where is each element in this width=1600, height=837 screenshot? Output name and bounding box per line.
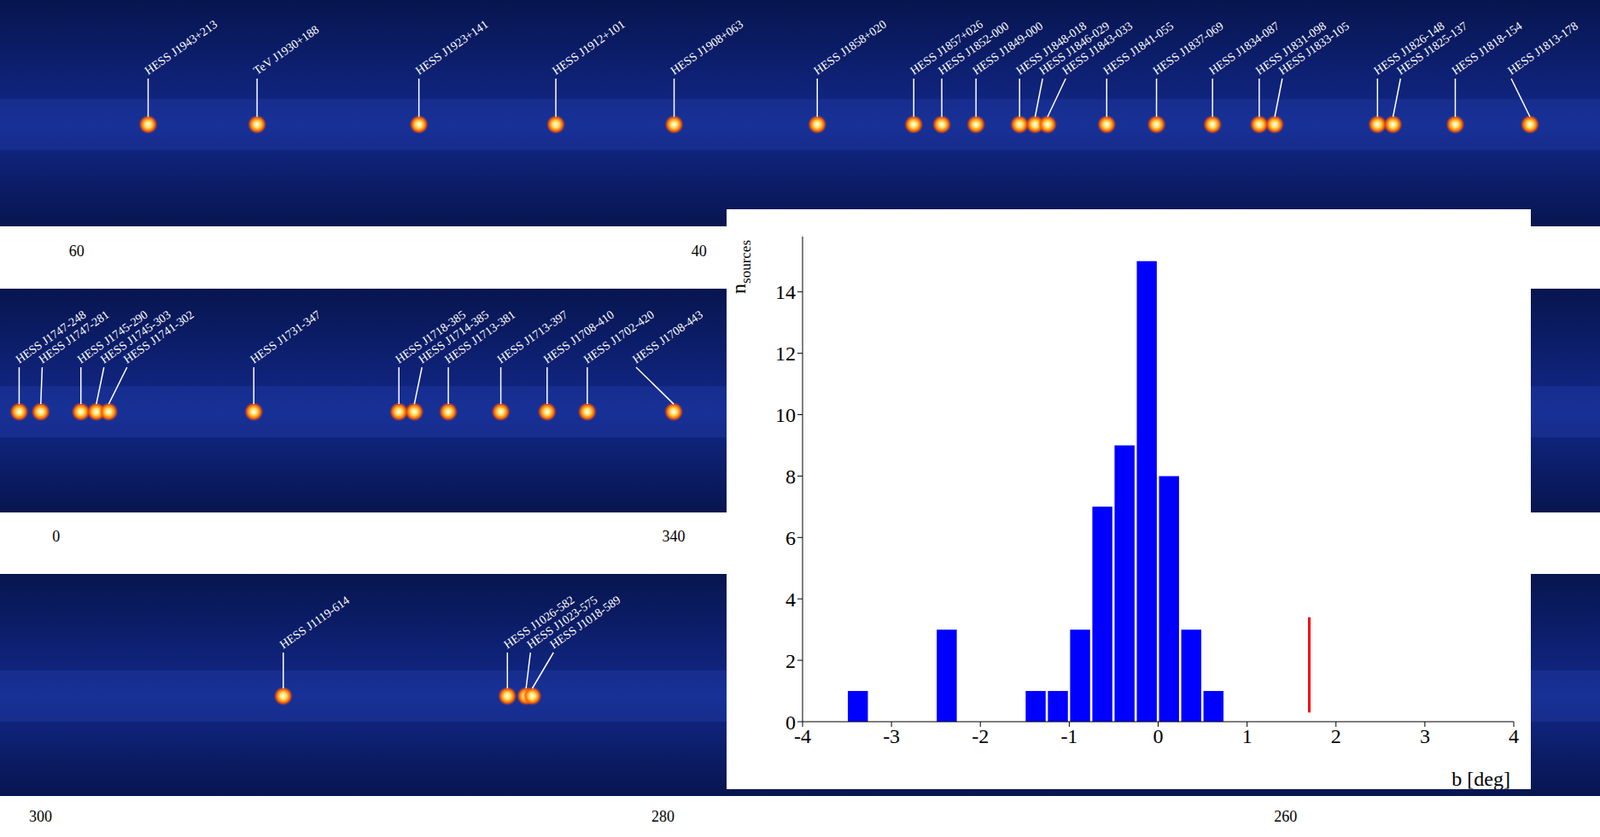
- svg-text:b [deg]: b [deg]: [1451, 767, 1511, 789]
- svg-text:4: 4: [1508, 724, 1519, 748]
- svg-text:HESS J1708-410: HESS J1708-410: [541, 308, 617, 367]
- svg-text:1: 1: [1242, 724, 1253, 748]
- svg-text:HESS J1857+026: HESS J1857+026: [907, 17, 986, 78]
- svg-text:340: 340: [662, 527, 686, 545]
- svg-text:HESS J1747-248: HESS J1747-248: [13, 307, 89, 366]
- svg-text:HESS J1852-000: HESS J1852-000: [935, 19, 1011, 78]
- svg-text:HESS J1912+101: HESS J1912+101: [549, 17, 628, 78]
- svg-text:HESS J1718-385: HESS J1718-385: [393, 307, 469, 366]
- svg-text:nsources: nsources: [727, 239, 754, 294]
- svg-text:12: 12: [775, 342, 796, 365]
- svg-text:HESS J1745-303: HESS J1745-303: [98, 307, 174, 366]
- svg-text:HESS J1026-582: HESS J1026-582: [501, 593, 577, 652]
- svg-text:HESS J1833-105: HESS J1833-105: [1276, 19, 1352, 78]
- svg-text:HESS J1119-614: HESS J1119-614: [277, 593, 352, 651]
- svg-text:6: 6: [785, 526, 796, 549]
- svg-text:HESS J1818-154: HESS J1818-154: [1449, 19, 1525, 78]
- svg-text:HESS J1841-055: HESS J1841-055: [1100, 19, 1176, 78]
- svg-text:-2: -2: [971, 724, 989, 748]
- svg-text:HESS J1741-302: HESS J1741-302: [121, 308, 197, 367]
- svg-text:-4: -4: [794, 724, 812, 748]
- svg-text:HESS J1837-069: HESS J1837-069: [1150, 19, 1226, 78]
- svg-text:0: 0: [1153, 724, 1164, 748]
- svg-text:HESS J1846-029: HESS J1846-029: [1036, 19, 1112, 78]
- svg-text:HESS J1714-385: HESS J1714-385: [416, 307, 492, 366]
- svg-text:0: 0: [785, 711, 796, 734]
- svg-text:HESS J1848-018: HESS J1848-018: [1013, 19, 1089, 78]
- svg-text:HESS J1731-347: HESS J1731-347: [247, 308, 323, 367]
- svg-text:HESS J1747-281: HESS J1747-281: [36, 307, 112, 366]
- svg-text:TeV J1930+188: TeV J1930+188: [251, 23, 322, 78]
- svg-text:40: 40: [691, 242, 707, 260]
- svg-text:HESS J1713-381: HESS J1713-381: [442, 307, 518, 366]
- svg-text:0: 0: [52, 527, 60, 545]
- svg-text:HESS J1834-087: HESS J1834-087: [1206, 19, 1282, 78]
- svg-text:60: 60: [69, 242, 85, 260]
- svg-text:HESS J1702-420: HESS J1702-420: [581, 307, 657, 366]
- svg-text:HESS J1923+141: HESS J1923+141: [413, 17, 491, 78]
- svg-text:260: 260: [1273, 807, 1297, 825]
- svg-text:-3: -3: [882, 724, 900, 748]
- svg-text:4: 4: [785, 588, 796, 611]
- svg-text:HESS J1713-397: HESS J1713-397: [494, 307, 570, 366]
- svg-text:HESS J1708-443: HESS J1708-443: [630, 308, 706, 367]
- svg-text:8: 8: [785, 465, 796, 488]
- svg-text:14: 14: [775, 280, 796, 304]
- svg-text:-1: -1: [1060, 724, 1078, 748]
- svg-text:2: 2: [785, 649, 796, 672]
- svg-text:HESS J1826-148: HESS J1826-148: [1371, 19, 1447, 78]
- svg-text:HESS J1825-137: HESS J1825-137: [1394, 19, 1470, 78]
- svg-text:HESS J1018-589: HESS J1018-589: [547, 593, 623, 652]
- svg-text:HESS J1908+063: HESS J1908+063: [668, 17, 747, 78]
- svg-text:HESS J1745-290: HESS J1745-290: [75, 307, 151, 366]
- svg-text:HESS J1943+213: HESS J1943+213: [142, 17, 221, 78]
- svg-text:HESS J1858+020: HESS J1858+020: [811, 17, 889, 78]
- svg-text:HESS J1023-575: HESS J1023-575: [524, 593, 600, 652]
- svg-text:HESS J1843-033: HESS J1843-033: [1059, 19, 1135, 78]
- svg-text:300: 300: [29, 807, 53, 825]
- svg-text:2: 2: [1331, 724, 1342, 748]
- svg-text:HESS J1813-178: HESS J1813-178: [1505, 19, 1581, 78]
- svg-text:HESS J1831-098: HESS J1831-098: [1253, 19, 1329, 78]
- svg-text:HESS J1849-000: HESS J1849-000: [969, 19, 1046, 78]
- svg-text:3: 3: [1419, 724, 1431, 748]
- svg-text:280: 280: [651, 807, 675, 825]
- svg-text:10: 10: [775, 403, 796, 427]
